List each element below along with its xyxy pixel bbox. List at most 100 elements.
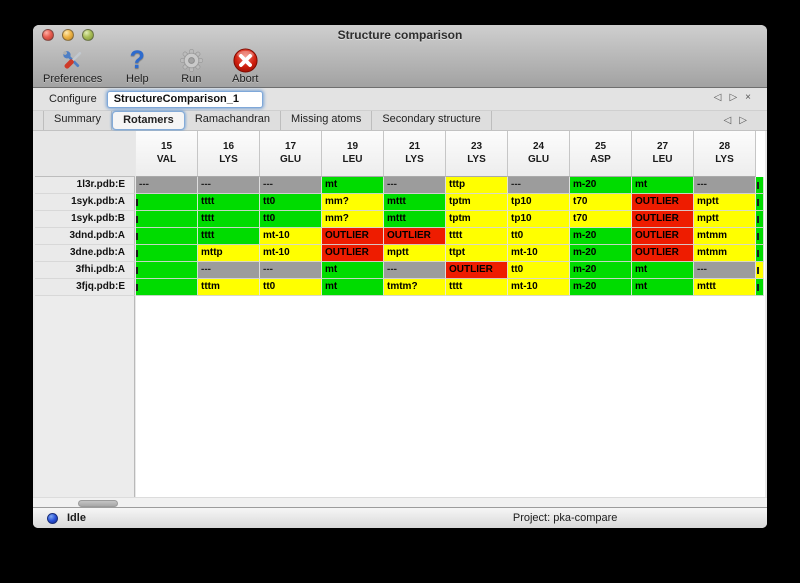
rotamer-cell[interactable] xyxy=(136,279,198,296)
rotamer-cell-clipped[interactable] xyxy=(756,245,764,262)
rotamer-cell[interactable]: OUTLIER xyxy=(632,211,694,228)
rotamer-cell[interactable]: mt xyxy=(632,279,694,296)
tabs-next-icon[interactable]: ▷ xyxy=(739,115,747,126)
rotamer-cell[interactable]: tttt xyxy=(198,194,260,211)
rotamer-cell[interactable] xyxy=(136,262,198,279)
rotamer-cell[interactable]: tttp xyxy=(446,177,508,194)
minimize-window-button[interactable] xyxy=(62,29,74,41)
rotamer-cell[interactable]: mtmm xyxy=(694,245,756,262)
rotamer-cell[interactable]: mt xyxy=(632,177,694,194)
config-prev-icon[interactable]: ◁ xyxy=(713,92,722,103)
rotamer-cell[interactable]: OUTLIER xyxy=(446,262,508,279)
zoom-window-button[interactable] xyxy=(82,29,94,41)
rotamer-cell[interactable]: mptt xyxy=(384,245,446,262)
row-label[interactable]: 3dne.pdb:A xyxy=(35,245,135,262)
tab-secondary-structure[interactable]: Secondary structure xyxy=(372,111,492,130)
rotamer-cell-clipped[interactable] xyxy=(756,211,764,228)
scrollbar-thumb[interactable] xyxy=(78,500,118,507)
column-header-17[interactable]: 17 GLU xyxy=(260,131,322,177)
rotamer-cell[interactable]: mt xyxy=(322,177,384,194)
rotamer-cell[interactable] xyxy=(136,228,198,245)
rotamer-cell[interactable]: tmtm? xyxy=(384,279,446,296)
config-next-icon[interactable]: ▷ xyxy=(729,92,738,103)
rotamer-cell[interactable]: mt-10 xyxy=(508,245,570,262)
rotamer-cell[interactable]: tptm xyxy=(446,194,508,211)
rotamer-cell[interactable]: tt0 xyxy=(508,228,570,245)
close-window-button[interactable] xyxy=(42,29,54,41)
rotamer-cell[interactable]: mt xyxy=(632,262,694,279)
rotamer-cell[interactable]: t70 xyxy=(570,194,632,211)
rotamer-cell[interactable]: tttt xyxy=(446,279,508,296)
rotamer-cell[interactable]: t70 xyxy=(570,211,632,228)
row-label[interactable]: 1syk.pdb:B xyxy=(35,211,135,228)
row-label[interactable]: 3fhi.pdb:A xyxy=(35,262,135,279)
rotamer-cell[interactable]: --- xyxy=(198,262,260,279)
rotamer-cell[interactable]: mt-10 xyxy=(260,245,322,262)
rotamer-cell[interactable]: --- xyxy=(508,177,570,194)
rotamer-cell[interactable]: m-20 xyxy=(570,228,632,245)
column-header-16[interactable]: 16 LYS xyxy=(198,131,260,177)
rotamer-cell[interactable]: tp10 xyxy=(508,211,570,228)
tabs-prev-icon[interactable]: ◁ xyxy=(723,115,732,126)
rotamer-cell-clipped[interactable] xyxy=(756,228,764,245)
rotamer-cell[interactable]: mt xyxy=(322,279,384,296)
horizontal-scrollbar[interactable] xyxy=(33,497,767,507)
rotamer-cell[interactable]: OUTLIER xyxy=(632,228,694,245)
rotamer-cell[interactable]: --- xyxy=(136,177,198,194)
rotamer-cell[interactable]: tp10 xyxy=(508,194,570,211)
rotamer-cell[interactable]: mm? xyxy=(322,194,384,211)
rotamer-cell[interactable]: tt0 xyxy=(260,194,322,211)
tab-ramachandran[interactable]: Ramachandran xyxy=(185,111,282,130)
tab-rotamers[interactable]: Rotamers xyxy=(112,111,185,130)
rotamer-cell[interactable]: m-20 xyxy=(570,279,632,296)
rotamer-cell[interactable]: mttt xyxy=(384,194,446,211)
rotamer-cell[interactable]: --- xyxy=(384,177,446,194)
configure-input[interactable] xyxy=(106,90,263,108)
rotamer-cell[interactable]: tt0 xyxy=(508,262,570,279)
help-button[interactable]: ? Help xyxy=(118,46,156,86)
column-header-21[interactable]: 21 LYS xyxy=(384,131,446,177)
row-label[interactable]: 3dnd.pdb:A xyxy=(35,228,135,245)
rotamer-cell[interactable]: mt-10 xyxy=(508,279,570,296)
rotamer-cell[interactable]: --- xyxy=(260,177,322,194)
rotamer-cell-clipped[interactable] xyxy=(756,279,764,296)
rotamer-cell[interactable]: OUTLIER xyxy=(322,228,384,245)
rotamer-cell[interactable]: mtmm xyxy=(694,228,756,245)
rotamer-cell[interactable]: OUTLIER xyxy=(632,194,694,211)
column-header-19[interactable]: 19 LEU xyxy=(322,131,384,177)
rotamer-cell[interactable]: --- xyxy=(198,177,260,194)
column-header-28[interactable]: 28 LYS xyxy=(694,131,756,177)
rotamer-cell[interactable]: m-20 xyxy=(570,262,632,279)
rotamer-cell[interactable]: tptm xyxy=(446,211,508,228)
window-titlebar[interactable]: Structure comparison xyxy=(33,25,767,46)
rotamer-cell[interactable]: mt xyxy=(322,262,384,279)
rotamer-cell[interactable] xyxy=(136,211,198,228)
rotamer-cell[interactable]: tttm xyxy=(198,279,260,296)
rotamer-cell[interactable]: OUTLIER xyxy=(384,228,446,245)
rotamer-cell[interactable]: mttt xyxy=(694,279,756,296)
rotamer-cell[interactable]: ttpt xyxy=(446,245,508,262)
rotamer-cell-clipped[interactable] xyxy=(756,194,764,211)
rotamer-cell[interactable]: mttt xyxy=(384,211,446,228)
tab-summary[interactable]: Summary xyxy=(43,111,113,130)
rotamer-cell[interactable]: mttp xyxy=(198,245,260,262)
rotamer-cell[interactable]: tttt xyxy=(198,211,260,228)
rotamer-cell-clipped[interactable] xyxy=(756,262,764,279)
row-label[interactable]: 1l3r.pdb:E xyxy=(35,177,135,194)
rotamer-cell[interactable]: OUTLIER xyxy=(632,245,694,262)
rotamer-cell[interactable]: m-20 xyxy=(570,177,632,194)
rotamer-cell[interactable]: --- xyxy=(384,262,446,279)
rotamer-cell[interactable]: --- xyxy=(694,177,756,194)
rotamer-cell[interactable]: mm? xyxy=(322,211,384,228)
rotamer-cell[interactable] xyxy=(136,245,198,262)
rotamer-cell[interactable]: tttt xyxy=(198,228,260,245)
rotamer-cell[interactable]: mptt xyxy=(694,211,756,228)
rotamer-cell-clipped[interactable] xyxy=(756,177,764,194)
column-header-23[interactable]: 23 LYS xyxy=(446,131,508,177)
rotamer-cell[interactable]: mt-10 xyxy=(260,228,322,245)
column-header-15[interactable]: 15 VAL xyxy=(136,131,198,177)
column-header-25[interactable]: 25 ASP xyxy=(570,131,632,177)
config-close-icon[interactable]: × xyxy=(745,92,751,103)
rotamer-cell[interactable] xyxy=(136,194,198,211)
column-header-24[interactable]: 24 GLU xyxy=(508,131,570,177)
